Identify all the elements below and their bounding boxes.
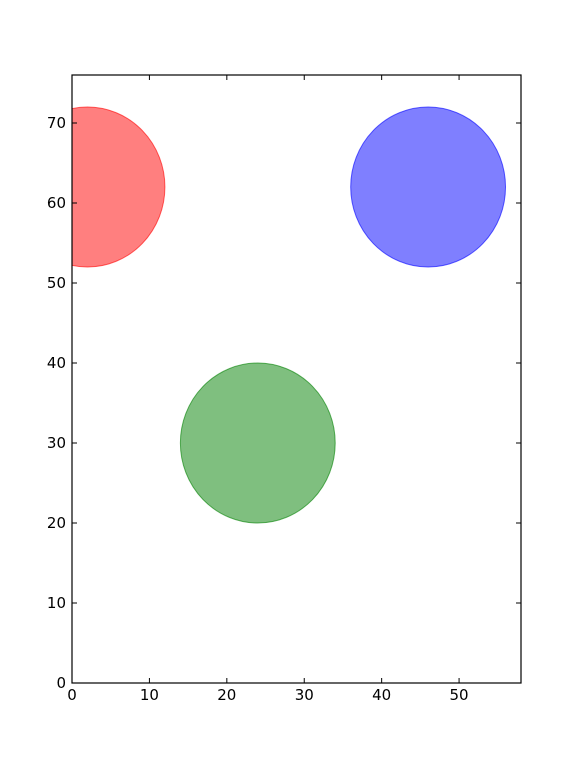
y-tick-label: 0: [56, 674, 66, 692]
y-tick-label: 50: [47, 274, 66, 292]
x-tick-label: 40: [372, 686, 391, 704]
y-tick-label: 10: [47, 594, 66, 612]
scatter-point-1: [72, 106, 166, 268]
y-tick-label: 70: [47, 114, 66, 132]
points-layer: [72, 106, 507, 524]
x-tick-label: 50: [450, 686, 469, 704]
y-tick-label: 30: [47, 434, 66, 452]
x-tick-label: 30: [295, 686, 314, 704]
x-tick-label: 0: [67, 686, 77, 704]
x-tick-label: 10: [140, 686, 159, 704]
y-tick-label: 40: [47, 354, 66, 372]
plot-frame: [71, 74, 522, 684]
x-tick-label: 20: [217, 686, 236, 704]
y-tick-label: 60: [47, 194, 66, 212]
ticks-layer: 0 10 20 30 40 50 0 10 20 30 40 50 60 70: [47, 75, 521, 704]
scatter-point-3: [179, 362, 336, 524]
scatter-point-2: [350, 106, 507, 268]
y-tick-label: 20: [47, 514, 66, 532]
